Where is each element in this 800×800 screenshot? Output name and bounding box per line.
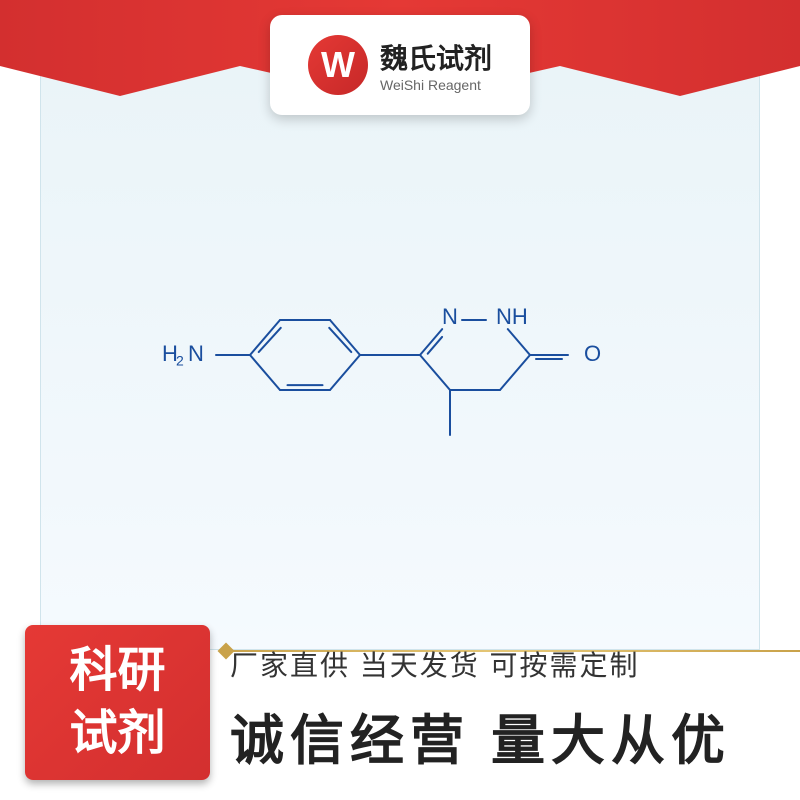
category-badge: 科研 试剂 [25, 625, 210, 780]
footer-text: 厂家直供 当天发货 可按需定制 诚信经营 量大从优 [230, 644, 780, 775]
footer-small: 厂家直供 当天发货 可按需定制 [230, 644, 780, 684]
svg-text:N: N [442, 304, 458, 329]
svg-text:2: 2 [176, 353, 184, 369]
logo-badge: W 魏氏试剂 WeiShi Reagent [270, 15, 530, 115]
page-container: H2NNNHO W 魏氏试剂 WeiShi Reagent 科研 试剂 厂家直供… [0, 0, 800, 800]
logo-letter: W [321, 44, 355, 86]
logo-cn: 魏氏试剂 [380, 37, 492, 77]
logo-text: 魏氏试剂 WeiShi Reagent [380, 37, 492, 93]
footer: 科研 试剂 厂家直供 当天发货 可按需定制 诚信经营 量大从优 [0, 625, 800, 800]
svg-text:O: O [584, 341, 601, 366]
svg-text:N: N [188, 341, 204, 366]
logo-en: WeiShi Reagent [380, 77, 492, 93]
footer-large: 诚信经营 量大从优 [230, 696, 780, 775]
logo-icon: W [308, 35, 368, 95]
chemical-structure-diagram: H2NNNHO [140, 225, 660, 485]
badge-line2: 试剂 [69, 703, 165, 765]
diagram-background: H2NNNHO [40, 60, 760, 650]
badge-line1: 科研 [69, 640, 165, 702]
svg-text:NH: NH [496, 304, 528, 329]
